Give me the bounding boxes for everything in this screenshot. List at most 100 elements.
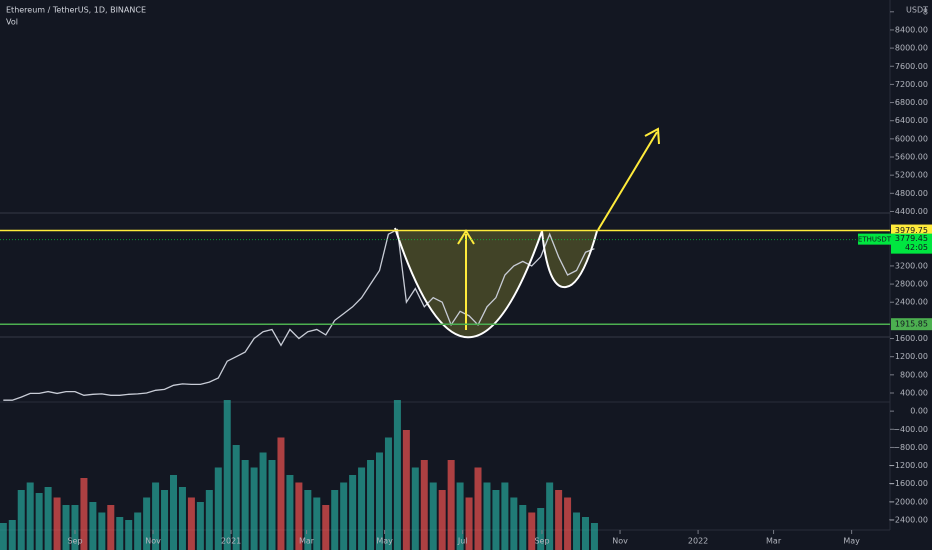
volume-bar	[483, 482, 491, 550]
volume-bar	[411, 467, 419, 550]
volume-bar	[322, 505, 330, 550]
volume-bar	[313, 497, 321, 550]
volume-bar	[474, 467, 482, 550]
volume-bar	[107, 505, 115, 550]
volume-bar	[250, 467, 258, 550]
volume-bar	[62, 505, 70, 550]
volume-bar	[223, 400, 231, 550]
level-label: 1915.85	[895, 320, 928, 329]
x-tick-label: 2021	[221, 537, 241, 546]
y-tick-label: 2800.00	[895, 280, 928, 289]
y-tick-label: −2000.00	[888, 497, 928, 506]
volume-bar	[581, 517, 589, 550]
volume-bar	[331, 490, 339, 550]
y-tick-label: 2400.00	[895, 298, 928, 307]
volume-bar	[178, 487, 186, 550]
y-tick-label: 800.00	[900, 370, 928, 379]
volume-bar	[456, 482, 464, 550]
y-tick-label: −1200.00	[888, 461, 928, 470]
y-tick-label: −400.00	[893, 425, 928, 434]
volume-bar	[528, 512, 536, 550]
volume-bar	[438, 490, 446, 550]
volume-bar	[152, 482, 160, 550]
price-pane	[3, 228, 595, 401]
volume-label: Vol	[6, 18, 18, 27]
volume-bar	[304, 490, 312, 550]
last-price-tag	[891, 233, 932, 254]
level-tag	[891, 224, 932, 237]
volume-bar	[8, 520, 16, 550]
level-label: 3979.75	[895, 226, 928, 235]
symbol-tag	[858, 233, 891, 245]
arrow-head	[644, 127, 660, 145]
x-tick-label: Mar	[299, 537, 315, 546]
volume-bar	[492, 490, 500, 550]
y-tick-label: 1200.00	[895, 352, 928, 361]
volume-bar	[510, 497, 518, 550]
volume-bar	[241, 460, 249, 550]
volume-bar	[384, 437, 392, 550]
x-tick-label: Sep	[67, 537, 82, 546]
volume-bar	[519, 505, 527, 550]
volume-bar	[196, 502, 204, 550]
x-tick-label: Mar	[766, 537, 782, 546]
y-tick-label: 4800.00	[895, 189, 928, 198]
volume-bar	[161, 490, 169, 550]
volume-bar	[116, 517, 124, 550]
x-tick-label: Nov	[145, 537, 161, 546]
cup-curve	[394, 227, 543, 339]
volume-bar	[358, 467, 366, 550]
level-tag	[891, 318, 932, 331]
y-tick-label: 8000.00	[895, 44, 928, 53]
volume-bar	[134, 512, 142, 550]
x-tick-label: May	[843, 537, 860, 546]
volume-bar	[447, 460, 455, 550]
volume-bar	[295, 482, 303, 550]
volume-bar	[259, 452, 267, 550]
volume-bar	[573, 512, 581, 550]
x-tick-label: Sep	[534, 537, 549, 546]
volume-bar	[375, 452, 383, 550]
volume-bar	[205, 490, 213, 550]
volume-bar	[420, 460, 428, 550]
y-tick-label: 5200.00	[895, 171, 928, 180]
volume-bar	[393, 400, 401, 550]
volume-bar	[169, 475, 177, 550]
y-tick-label: 6800.00	[895, 98, 928, 107]
y-tick-label: 5600.00	[895, 153, 928, 162]
volume-bar	[89, 502, 97, 550]
volume-pane	[0, 400, 598, 550]
volume-bar	[590, 523, 598, 550]
y-tick-label: 400.00	[900, 388, 928, 397]
y-tick-label: 4400.00	[895, 207, 928, 216]
volume-bar	[98, 512, 106, 550]
unit-label: USDT	[906, 6, 928, 15]
y-tick-label: −2400.00	[888, 516, 928, 525]
volume-bar	[367, 460, 375, 550]
volume-bar	[349, 475, 357, 550]
y-tick-label: 7600.00	[895, 62, 928, 71]
volume-bar	[555, 490, 563, 550]
x-tick-label: Jul	[457, 537, 468, 546]
volume-bar	[537, 508, 545, 550]
x-tick-label: May	[376, 537, 393, 546]
y-tick-label: 6400.00	[895, 116, 928, 125]
volume-bar	[187, 497, 195, 550]
volume-bar	[429, 482, 437, 550]
x-tick-label: 2022	[688, 537, 708, 546]
symbol-label: ETHUSDT	[858, 236, 892, 244]
volume-bar	[286, 475, 294, 550]
volume-bar	[80, 478, 88, 550]
volume-bar	[564, 497, 572, 550]
volume-bar	[143, 497, 151, 550]
volume-bar	[268, 460, 276, 550]
volume-bar	[402, 430, 410, 550]
y-tick-label: −800.00	[893, 443, 928, 452]
handle-curve	[541, 230, 598, 289]
volume-bar	[340, 482, 348, 550]
y-tick-label: 6000.00	[895, 134, 928, 143]
x-tick-label: Nov	[612, 537, 628, 546]
volume-bar	[0, 523, 7, 550]
